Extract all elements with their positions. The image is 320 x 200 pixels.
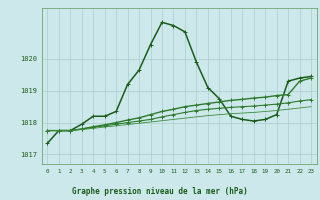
- Text: Graphe pression niveau de la mer (hPa): Graphe pression niveau de la mer (hPa): [72, 187, 248, 196]
